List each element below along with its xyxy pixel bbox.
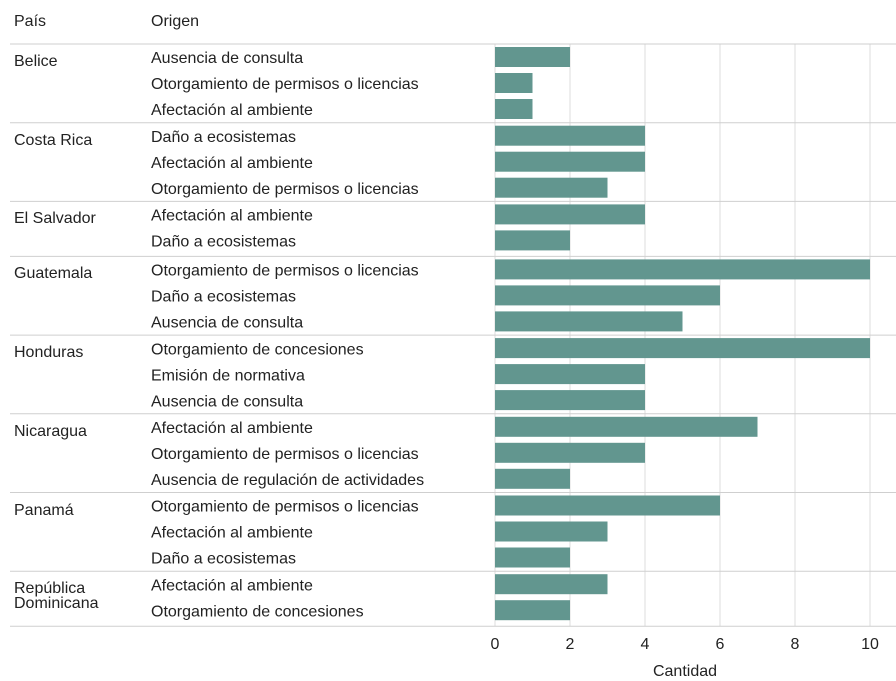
origin-label: Otorgamiento de permisos o licencias [151, 446, 419, 463]
country-label: Belice [14, 53, 58, 70]
origin-label: Daño a ecosistemas [151, 289, 296, 306]
origin-label: Ausencia de consulta [151, 315, 303, 332]
x-tick-label: 4 [641, 636, 650, 653]
origin-label: Otorgamiento de concesiones [151, 603, 364, 620]
country-label: El Salvador [14, 210, 96, 228]
column-header: País [14, 13, 46, 30]
bar [495, 151, 645, 172]
x-tick-label: 10 [861, 636, 879, 653]
origin-label: Otorgamiento de concesiones [151, 341, 364, 358]
bar [495, 125, 645, 146]
bar [495, 230, 570, 251]
bar [495, 177, 608, 198]
origin-label: Emisión de normativa [151, 367, 305, 384]
bar [495, 442, 645, 463]
origin-label: Otorgamiento de permisos o licencias [151, 499, 419, 516]
bar [495, 495, 720, 516]
origin-label: Daño a ecosistemas [151, 129, 296, 146]
origin-label: Afectación al ambiente [151, 102, 313, 119]
origin-label: Ausencia de consulta [151, 393, 303, 410]
bar [495, 204, 645, 225]
origin-label: Daño a ecosistemas [151, 551, 296, 568]
bar [495, 574, 608, 595]
bar [495, 390, 645, 411]
x-tick-label: 0 [491, 636, 500, 653]
origin-label: Afectación al ambiente [151, 155, 313, 172]
origin-label: Afectación al ambiente [151, 577, 313, 594]
bar [495, 73, 533, 93]
bar [495, 285, 720, 306]
bar [495, 364, 645, 385]
country-label: Costa Rica [14, 131, 93, 149]
origin-label: Ausencia de regulación de actividades [151, 472, 424, 489]
bar [495, 468, 570, 489]
country-label: Honduras [14, 344, 84, 362]
country-label: Panamá [14, 501, 74, 519]
x-tick-label: 6 [716, 636, 725, 653]
origin-label: Otorgamiento de permisos o licencias [151, 76, 419, 93]
origin-label: Afectación al ambiente [151, 420, 313, 437]
bar [495, 600, 570, 621]
origin-label: Ausencia de consulta [151, 50, 303, 67]
country-label: Guatemala [14, 265, 93, 283]
bar [495, 47, 570, 67]
bar [495, 338, 870, 359]
origin-label: Otorgamiento de permisos o licencias [151, 181, 419, 198]
bar [495, 259, 870, 280]
bar [495, 311, 683, 332]
bar [495, 521, 608, 542]
x-tick-label: 2 [566, 636, 575, 653]
bar [495, 547, 570, 568]
column-header: Origen [151, 13, 199, 30]
origin-label: Daño a ecosistemas [151, 234, 296, 251]
origin-label: Afectación al ambiente [151, 208, 313, 225]
country-label: Nicaragua [14, 422, 87, 440]
bar [495, 99, 533, 119]
origin-label: Otorgamiento de permisos o licencias [151, 263, 419, 280]
country-label: República Dominicana [14, 580, 99, 613]
bar [495, 416, 758, 437]
x-tick-label: 8 [791, 636, 800, 653]
x-axis-label: Cantidad [653, 663, 717, 680]
origin-label: Afectación al ambiente [151, 525, 313, 542]
